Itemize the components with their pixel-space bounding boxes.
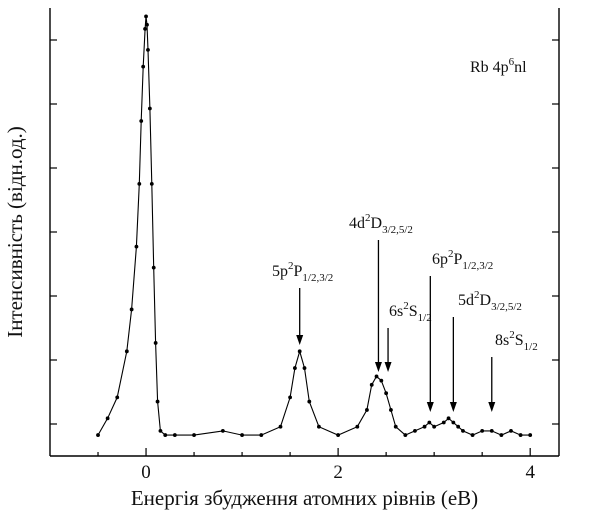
data-point [124,349,129,354]
data-point [129,307,134,312]
data-point [137,181,142,186]
annotations-layer: 5p2P1/2,3/2 4d2D3/2,5/2 6s2S1/2 6p2P1/2,3/2… [272,212,538,412]
data-point [456,424,461,429]
annotation-arrowhead [488,402,496,412]
data-point [317,424,321,429]
annotation-label: 5d2D3/2,5/2 [458,289,522,313]
data-point [441,420,446,425]
data-point [297,349,302,354]
data-point [403,433,408,437]
data-point [163,433,168,437]
data-point [480,428,485,433]
data-point [451,420,456,425]
data-point [302,366,307,370]
data-point [147,106,152,111]
data-point [292,366,297,370]
data-point [105,416,110,421]
annotation-arrowhead [449,402,457,412]
data-point [374,374,379,379]
data-point [369,382,374,387]
data-point [158,428,163,433]
annotation-label: 4d2D3/2,5/2 [349,212,413,236]
data-point [192,433,196,437]
data-point [432,424,437,429]
data-point [422,424,427,429]
data-point [446,416,451,421]
data-point [288,395,292,400]
inset-label: Rb 4p6nl [470,56,527,76]
data-point [146,47,150,52]
data-point [413,428,417,433]
data-point [499,433,504,437]
data-point [259,433,264,437]
annotation-label: 5p2P1/2,3/2 [272,260,333,284]
data-point [139,119,144,123]
x-tick-label: 2 [333,462,343,483]
data-point [172,433,177,437]
plot-area: 0 2 4 [49,8,560,483]
annotation-arrowhead [384,362,392,372]
data-point [355,424,360,429]
x-tick-label: 4 [525,462,535,483]
annotation-arrowhead [296,335,304,345]
annotation-label: 6p2P1/2,3/2 [432,248,493,272]
x-axis-title: Енергія збудження атомних рівнів (еВ) [131,486,478,510]
data-point [518,433,523,437]
series-line [97,16,531,436]
y-axis-title: Інтенсивність (відн.од.) [3,126,27,338]
annotation-label: 6s2S1/2 [389,300,432,324]
data-point [461,428,465,433]
data-point [379,378,384,383]
data-point [96,433,100,437]
data-point [365,408,369,412]
data-point [220,428,225,433]
x-tick-label: 0 [141,462,151,483]
data-point [141,64,146,69]
data-point [115,395,120,400]
data-point [153,341,158,345]
data-point [509,428,513,433]
data-point [427,420,432,425]
data-point [149,181,154,186]
data-point [151,265,156,270]
data-point [155,399,160,404]
data-point [489,428,494,433]
data-point [528,433,533,437]
annotation-label: 8s2S1/2 [495,329,538,353]
data-point [145,22,149,27]
data-point [143,27,147,31]
data-point [144,14,148,19]
data-point [134,244,139,249]
annotation-arrowhead [374,362,382,372]
data-point [389,408,393,412]
data-point [336,433,341,437]
data-point [307,399,312,404]
data-point [278,424,283,429]
annotation-arrowhead [426,402,434,412]
data-point [470,433,475,437]
data-point [384,391,389,396]
data-point [240,433,244,437]
data-point [393,424,398,429]
